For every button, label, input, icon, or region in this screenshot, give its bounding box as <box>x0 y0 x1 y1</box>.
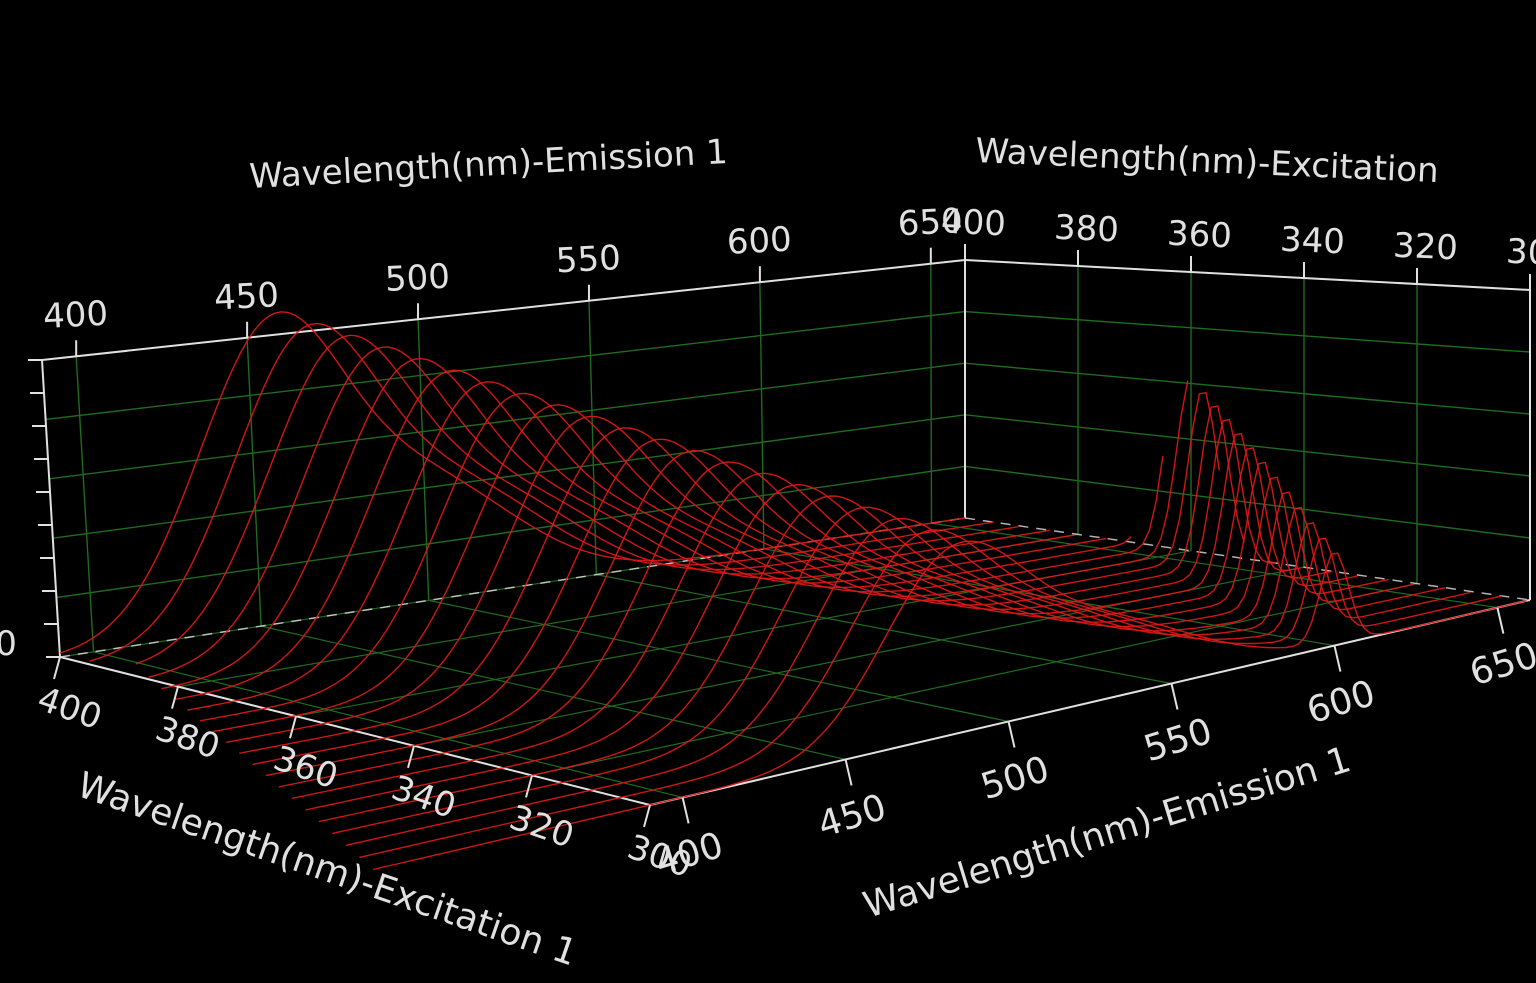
spectrum-curve <box>199 392 1164 722</box>
emission-back-tick-label: 450 <box>213 275 280 318</box>
spectrum-curve <box>359 529 1502 859</box>
spectrum-curve <box>174 369 1107 701</box>
emission-back-tick-label: 600 <box>726 220 793 263</box>
excitation-front-tick-label: 400 <box>32 679 106 738</box>
wall-grid-h <box>52 414 966 539</box>
wall-grid-h <box>49 362 966 480</box>
box-edge-vertical-left <box>41 359 61 658</box>
emission-back-tick-label: 550 <box>555 238 622 281</box>
emission-back-tick-label: 650 <box>897 201 964 244</box>
spectrum-curve <box>161 357 1075 690</box>
wall-grid-h <box>45 310 966 421</box>
box-edge-front-right <box>649 599 1531 806</box>
excitation-back-tick-label: 400 <box>940 202 1007 245</box>
spectra-curves <box>59 311 1527 871</box>
emission-front-tick-label: 650 <box>1465 635 1536 694</box>
axis-box <box>41 259 1531 806</box>
right-wall-grid-h <box>964 414 1531 477</box>
emission-front-tick-label: 600 <box>1302 673 1380 732</box>
spectrum-curve <box>226 391 1220 743</box>
wall-grid-v <box>759 282 765 549</box>
emission-front-tick <box>1007 721 1016 748</box>
spectrum-curve <box>345 517 1471 846</box>
emission-front-tick-label: 450 <box>813 787 891 846</box>
excitation-front-tick-label: 360 <box>268 738 342 797</box>
excitation-front-tick-label: 380 <box>150 709 224 768</box>
spectrum-curve <box>59 311 966 654</box>
spectrum-curve <box>318 491 1414 823</box>
excitation-front-tick <box>407 745 415 769</box>
emission-back-tick-label: 400 <box>42 294 109 337</box>
right-wall-grid-h <box>964 362 1531 415</box>
excitation-front-tick-label: 340 <box>386 768 460 827</box>
excitation-back-tick-label: 340 <box>1279 220 1346 263</box>
intensity-tick-label: 0 <box>0 624 17 664</box>
spectrum-curve <box>239 405 1245 754</box>
spectrum-curve <box>148 346 1050 678</box>
floor-grid-em <box>763 548 1335 647</box>
right-wall-grid-h <box>964 310 1531 353</box>
excitation-front-tick <box>643 804 651 828</box>
emission-front-tick-label: 500 <box>976 749 1054 808</box>
emission-front-tick <box>681 797 690 824</box>
excitation-back-axis-label: Wavelength(nm)-Excitation <box>975 131 1440 191</box>
box-edge-top-right <box>964 259 1531 291</box>
excitation-back-tick-label: 360 <box>1166 214 1233 257</box>
emission-front-tick <box>844 759 853 786</box>
excitation-front-tick <box>171 686 179 709</box>
grid-lines <box>45 260 1531 806</box>
spectrum-curve <box>135 334 1019 665</box>
floor-grid-em <box>260 625 846 761</box>
spectrum-curve <box>89 322 994 662</box>
spectrum-curve <box>265 432 1301 777</box>
spectrum-curve <box>212 380 1189 733</box>
wall-grid-v <box>246 337 262 627</box>
spectrum-curve <box>292 461 1358 799</box>
emission-front-tick <box>1170 683 1179 710</box>
wall-grid-v <box>930 263 933 524</box>
emission-front-tick <box>1333 645 1342 672</box>
emission-front-tick-label: 550 <box>1139 711 1217 770</box>
wall-grid-v <box>75 356 95 652</box>
spectrum-curve <box>252 418 1276 766</box>
box-edge-top-back <box>41 259 966 361</box>
excitation-back-tick-label: 300 <box>1505 232 1536 275</box>
spectrum-curve <box>372 540 1527 871</box>
emission-back-axis-label: Wavelength(nm)-Emission 1 <box>248 132 728 197</box>
floor-grid-em <box>931 522 1498 609</box>
floor-grid-em <box>428 599 1009 723</box>
emission-back-tick-label: 500 <box>384 257 451 300</box>
wall-grid-v <box>417 319 430 601</box>
box-edge-floor-right <box>964 517 1531 601</box>
right-wall-grid-h <box>964 465 1531 539</box>
floor-grid-em <box>93 651 683 798</box>
floor-grid-em <box>596 574 1172 685</box>
emission-front-axis-label: Wavelength(nm)-Emission 1 <box>859 739 1356 926</box>
emission-front-tick <box>1496 607 1505 634</box>
excitation-front-tick-label: 320 <box>504 798 578 857</box>
spectrum-curve <box>186 381 1132 711</box>
spectrum-curve <box>278 446 1333 788</box>
spectrum-curve <box>332 506 1446 835</box>
excitation-front-tick <box>289 715 297 739</box>
wall-grid-v <box>588 300 597 575</box>
emission-front-tick-label: 400 <box>650 825 728 884</box>
excitation-back-tick-label: 380 <box>1053 208 1120 251</box>
excitation-front-tick <box>53 656 61 680</box>
floor-grid-ex <box>531 583 1418 776</box>
excitation-back-tick-label: 320 <box>1392 226 1459 269</box>
excitation-front-tick <box>525 775 533 798</box>
